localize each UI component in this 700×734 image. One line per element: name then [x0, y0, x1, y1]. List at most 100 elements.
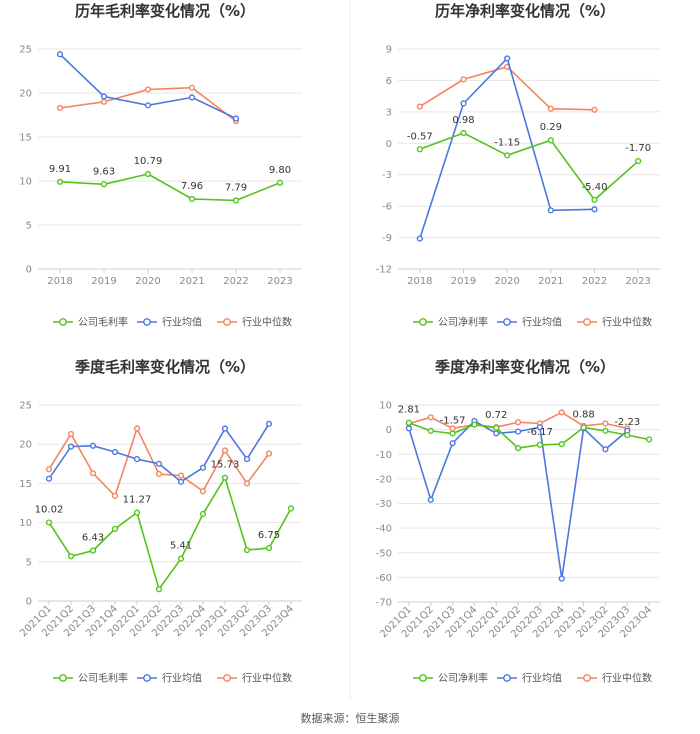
data-point-median — [199, 488, 207, 495]
legend-label: 公司毛利率 — [78, 316, 128, 329]
data-point-avg — [547, 207, 554, 214]
data-point-avg — [199, 464, 207, 471]
data-point-avg — [265, 420, 273, 427]
data-point-avg — [243, 455, 251, 463]
y-tick-label: 15 — [19, 479, 32, 490]
legend-label: 行业均值 — [522, 316, 562, 329]
data-label: -2.23 — [614, 417, 640, 428]
y-tick-label: 0 — [26, 597, 32, 608]
data-point-company — [558, 441, 565, 448]
legend-label: 行业中位数 — [602, 672, 652, 685]
legend-item-avg: 行业均值 — [137, 672, 202, 685]
y-tick-label: -40 — [376, 524, 392, 535]
chart-title: 季度毛利率变化情况（%） — [75, 358, 255, 376]
x-tick-label: 2018 — [407, 276, 432, 287]
legend-item-company: 公司净利率 — [413, 672, 488, 685]
data-point-company — [89, 547, 97, 554]
data-label: 7.96 — [181, 181, 203, 192]
legend-label: 公司净利率 — [438, 672, 488, 685]
data-point-company — [221, 474, 229, 481]
data-point-avg — [133, 455, 141, 463]
legend-item-median: 行业中位数 — [577, 316, 652, 329]
data-point-avg — [514, 428, 522, 435]
chart-title: 历年净利率变化情况（%） — [435, 2, 615, 20]
y-tick-label: 15 — [19, 133, 32, 144]
y-tick-label: -6 — [382, 202, 392, 213]
y-tick-label: 20 — [19, 89, 32, 100]
data-point-company — [276, 179, 284, 186]
x-tick-label: 2023 — [267, 276, 292, 287]
data-point-avg — [536, 424, 544, 431]
data-label: 2.81 — [398, 405, 420, 416]
data-point-avg — [56, 51, 64, 58]
chart-1: 历年毛利率变化情况（%） 0 5 10 15 20 25 2018 2019 2020 2021 20… — [19, 2, 302, 329]
x-tick-label: 2021 — [538, 276, 563, 287]
legend-label: 行业中位数 — [242, 672, 292, 685]
legend-item-avg: 行业均值 — [497, 672, 562, 685]
chart-4: 季度净利率变化情况（%）-70-60-50-40-30-20-100102021… — [376, 358, 660, 685]
data-point-company — [199, 510, 207, 518]
x-tick-label: 2022 — [582, 276, 607, 287]
data-point-company — [177, 555, 185, 562]
data-label: 15.73 — [211, 460, 240, 471]
chart-title: 季度净利率变化情况（%） — [435, 358, 615, 376]
data-point-company — [493, 424, 500, 431]
data-point-company — [111, 525, 119, 532]
data-point-avg — [558, 575, 565, 582]
y-tick-label: -70 — [376, 598, 392, 609]
legend-label: 行业均值 — [162, 316, 202, 329]
chart-2: 历年净利率变化情况（%） -12 -9 -6 -3 0 3 6 9 2018 2019 2020 202… — [376, 2, 660, 329]
legend-label: 行业均值 — [162, 672, 202, 685]
data-point-median — [221, 447, 229, 454]
legend-item-company: 公司毛利率 — [53, 316, 128, 329]
data-point-avg — [89, 442, 97, 449]
legend-label: 行业均值 — [522, 672, 562, 685]
legend-item-median: 行业中位数 — [217, 672, 292, 685]
x-tick-label: 2019 — [451, 276, 476, 287]
x-tick-label: 2021 — [179, 276, 204, 287]
data-label: -1.15 — [494, 137, 520, 148]
legend-marker — [143, 318, 151, 326]
data-point-avg — [45, 475, 53, 482]
data-point-median — [133, 425, 141, 432]
data-label: 5.41 — [170, 541, 192, 552]
legend-marker — [223, 674, 231, 682]
data-point-avg — [100, 93, 108, 100]
data-point-median — [67, 430, 75, 438]
data-point-avg — [144, 102, 152, 109]
y-tick-label: -9 — [382, 233, 392, 244]
y-tick-label: 20 — [19, 440, 32, 451]
data-label: 9.91 — [49, 164, 71, 175]
data-point-avg — [111, 448, 119, 456]
data-point-median — [45, 466, 53, 473]
y-tick-label: 9 — [386, 45, 392, 56]
series-line-avg — [408, 420, 628, 579]
legend-item-avg: 行业均值 — [497, 316, 562, 329]
data-point-median — [460, 76, 467, 83]
data-point-company — [427, 427, 434, 434]
y-tick-label: -50 — [376, 548, 392, 559]
data-label: 6.43 — [82, 533, 104, 544]
data-point-median — [89, 470, 97, 477]
legend-label: 行业中位数 — [242, 316, 292, 329]
data-point-median — [514, 419, 522, 426]
data-point-company — [405, 419, 413, 426]
data-point-avg — [405, 425, 413, 432]
chart-title: 历年毛利率变化情况（%） — [75, 2, 255, 20]
data-point-company — [67, 553, 75, 560]
data-point-median — [100, 98, 108, 105]
data-label: 10.79 — [134, 156, 163, 167]
data-label: -0.57 — [407, 131, 433, 142]
data-point-avg — [221, 425, 229, 432]
y-tick-label: 6 — [386, 76, 392, 87]
data-point-avg — [416, 235, 423, 242]
x-tick-label: 2020 — [494, 276, 519, 287]
y-tick-label: 3 — [386, 107, 392, 118]
data-label: 11.27 — [123, 495, 152, 506]
x-tick-label: 2022 — [223, 276, 248, 287]
legend-marker — [583, 318, 591, 326]
data-label: 6.75 — [258, 530, 280, 541]
data-point-avg — [449, 440, 456, 447]
data-point-avg — [504, 55, 511, 62]
chart-3: 季度毛利率变化情况（%）05101520252021Q12021Q22021Q3… — [18, 358, 302, 685]
